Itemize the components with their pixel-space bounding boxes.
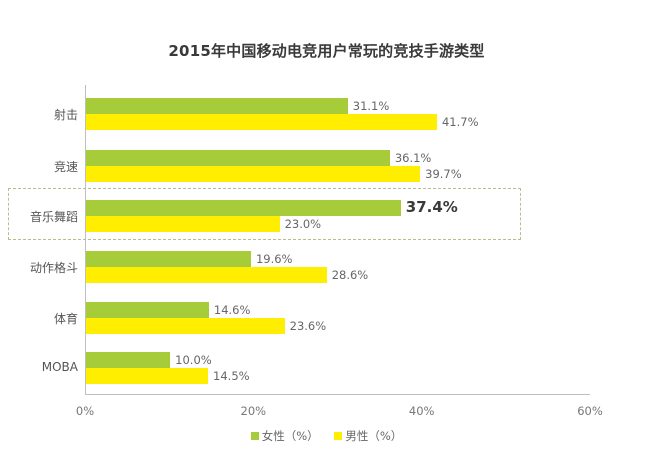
category-label: 音乐舞蹈 — [29, 210, 78, 224]
legend-swatch-male — [334, 432, 343, 440]
x-tick-label: 0% — [75, 404, 95, 418]
category-label: 体育 — [53, 312, 78, 326]
x-tick-label: 40% — [408, 404, 435, 418]
legend-swatch-female — [250, 432, 259, 440]
legend-label-female: 女性（%） — [261, 429, 319, 443]
category-label: MOBA — [41, 360, 78, 374]
legend-item-male: 男性（%） — [334, 428, 402, 444]
legend: 女性（%） 男性（%） — [0, 428, 653, 444]
x-tick-label: 60% — [577, 404, 603, 418]
chart-title: 2015年中国移动电竞用户常玩的竞技手游类型 — [168, 42, 485, 60]
bar-male — [86, 166, 421, 182]
value-label: 23.0% — [284, 217, 322, 231]
value-label: 41.7% — [441, 115, 479, 129]
value-label: 10.0% — [175, 353, 212, 367]
bar-female — [86, 251, 251, 267]
bar-female — [86, 302, 209, 318]
category-label: 竞速 — [53, 160, 78, 174]
category-label: 动作格斗 — [29, 261, 78, 275]
bar-male — [86, 114, 437, 130]
bar-female — [86, 150, 390, 166]
value-label: 37.4% — [405, 198, 458, 216]
bar-female — [86, 200, 401, 216]
value-label: 39.7% — [425, 167, 462, 181]
legend-label-male: 男性（%） — [345, 429, 403, 443]
value-label: 23.6% — [289, 319, 327, 333]
value-label: 14.5% — [213, 369, 250, 383]
legend-item-female: 女性（%） — [250, 428, 319, 444]
value-label: 19.6% — [255, 252, 293, 266]
bar-male — [86, 216, 280, 232]
highlight-box — [8, 188, 521, 240]
x-axis-line — [85, 394, 590, 395]
value-label: 31.1% — [352, 99, 390, 113]
bar-male — [86, 368, 209, 384]
value-label: 14.6% — [213, 303, 251, 317]
y-axis-line — [85, 85, 86, 395]
bar-female — [86, 98, 348, 114]
value-label: 28.6% — [331, 268, 369, 282]
x-tick-label: 20% — [240, 404, 267, 418]
bar-female — [86, 352, 171, 368]
category-label: 射击 — [53, 108, 78, 122]
value-label: 36.1% — [394, 151, 432, 165]
bar-male — [86, 267, 327, 283]
bar-male — [86, 318, 285, 334]
